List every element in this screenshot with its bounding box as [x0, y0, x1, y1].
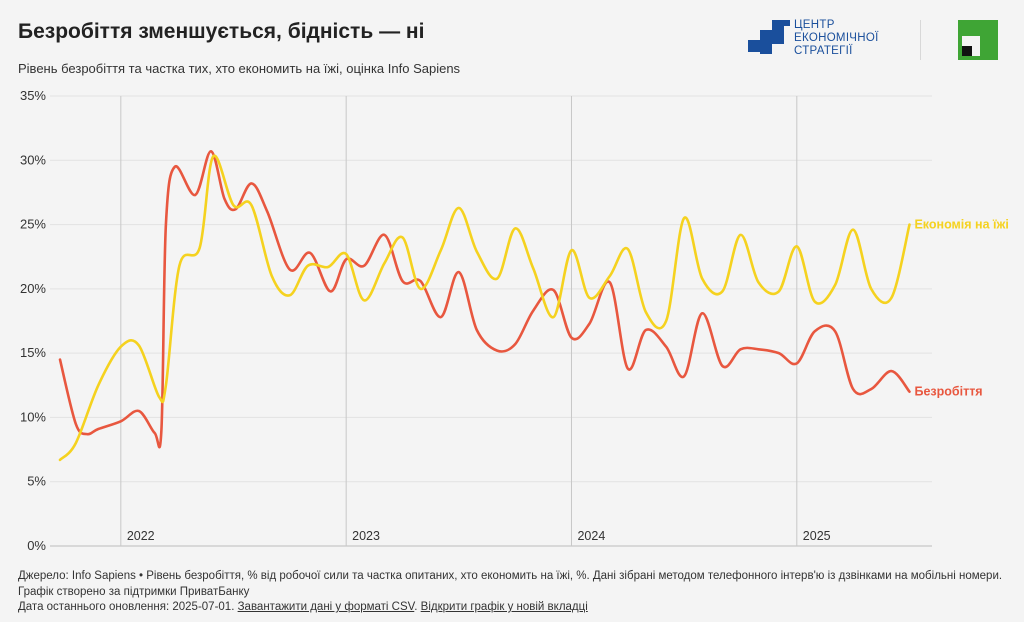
ces-logo-line: СТРАТЕГІЇ [794, 45, 853, 57]
x-tick-label: 2024 [577, 529, 605, 543]
privatbank-logo-icon[interactable] [958, 20, 998, 60]
series-label-unemployment: Безробіття [914, 385, 982, 399]
x-tick-label: 2025 [803, 529, 831, 543]
y-tick-label: 20% [20, 281, 46, 296]
series-label-food-saving: Економія на їжі [914, 218, 1008, 232]
footer-updated-line: Дата останнього оновлення: 2025-07-01. З… [18, 601, 588, 613]
page-subtitle: Рівень безробіття та частка тих, хто еко… [18, 61, 461, 76]
y-tick-label: 30% [20, 152, 46, 167]
csv-download-link[interactable]: Завантажити дані у форматі CSV [237, 601, 415, 613]
open-new-tab-link[interactable]: Відкрити графік у новій вкладці [420, 601, 588, 613]
logo-divider [920, 20, 921, 60]
chart: 0% 5% 10% 15% 20% 25% 30% 35% 2022 2023 2024 2025 Бе… [20, 88, 1009, 553]
y-tick-label: 35% [20, 88, 46, 103]
y-tick-label: 15% [20, 345, 46, 360]
y-tick-label: 0% [27, 538, 46, 553]
footer: Джерело: Info Sapiens • Рівень безробітт… [18, 569, 1002, 616]
ces-logo-line: ЦЕНТР [794, 19, 835, 31]
ces-logo-text: ЦЕНТР ЕКОНОМІЧНОЇ СТРАТЕГІЇ [794, 19, 879, 58]
series-line-food-saving[interactable] [58, 154, 911, 462]
ces-logo-line: ЕКОНОМІЧНОЇ [794, 32, 879, 44]
series-line-unemployment[interactable] [58, 149, 911, 449]
footer-updated: Дата останнього оновлення: 2025-07-01. [18, 601, 235, 613]
footer-source: Джерело: Info Sapiens • Рівень безробітт… [18, 570, 1003, 582]
y-tick-label: 5% [27, 474, 46, 489]
x-tick-label: 2022 [127, 529, 155, 543]
x-tick-label: 2023 [352, 529, 380, 543]
y-tick-label: 10% [20, 409, 46, 424]
ces-logo-icon[interactable] [748, 18, 898, 60]
footer-support: Графік створено за підтримки ПриватБанку [18, 585, 250, 598]
y-tick-label: 25% [20, 217, 46, 232]
page-title: Безробіття зменшується, бідність — ні [18, 20, 425, 43]
